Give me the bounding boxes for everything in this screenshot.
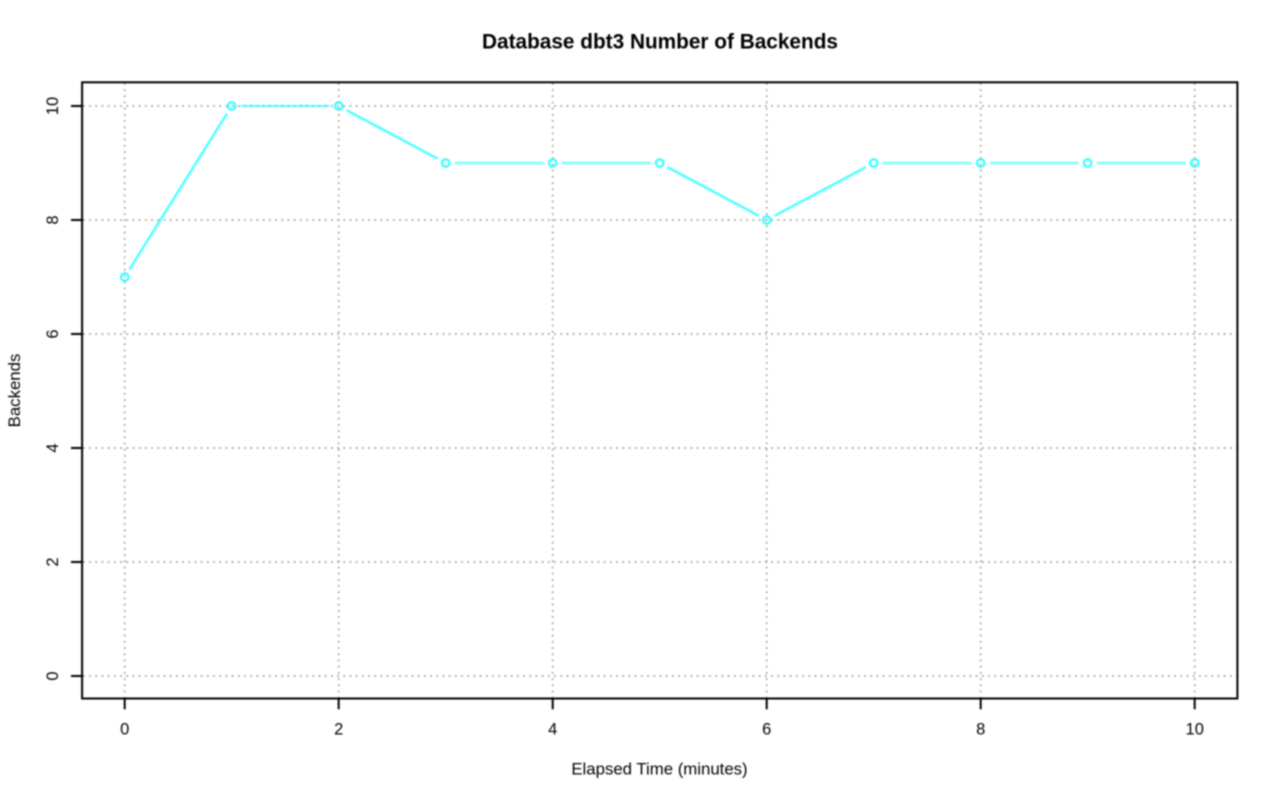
svg-text:6: 6 — [44, 329, 62, 338]
svg-text:0: 0 — [44, 671, 62, 680]
svg-text:8: 8 — [976, 721, 985, 739]
svg-text:Backends: Backends — [5, 354, 24, 428]
svg-text:2: 2 — [334, 721, 343, 739]
svg-text:10: 10 — [1186, 721, 1204, 739]
svg-text:8: 8 — [44, 215, 62, 224]
svg-text:4: 4 — [44, 443, 62, 452]
svg-text:Elapsed Time (minutes): Elapsed Time (minutes) — [571, 760, 747, 779]
svg-text:Database dbt3 Number of Backen: Database dbt3 Number of Backends — [482, 31, 838, 54]
svg-text:4: 4 — [548, 721, 557, 739]
svg-text:2: 2 — [44, 557, 62, 566]
svg-text:10: 10 — [44, 97, 62, 115]
svg-text:6: 6 — [762, 721, 771, 739]
svg-text:0: 0 — [120, 721, 129, 739]
